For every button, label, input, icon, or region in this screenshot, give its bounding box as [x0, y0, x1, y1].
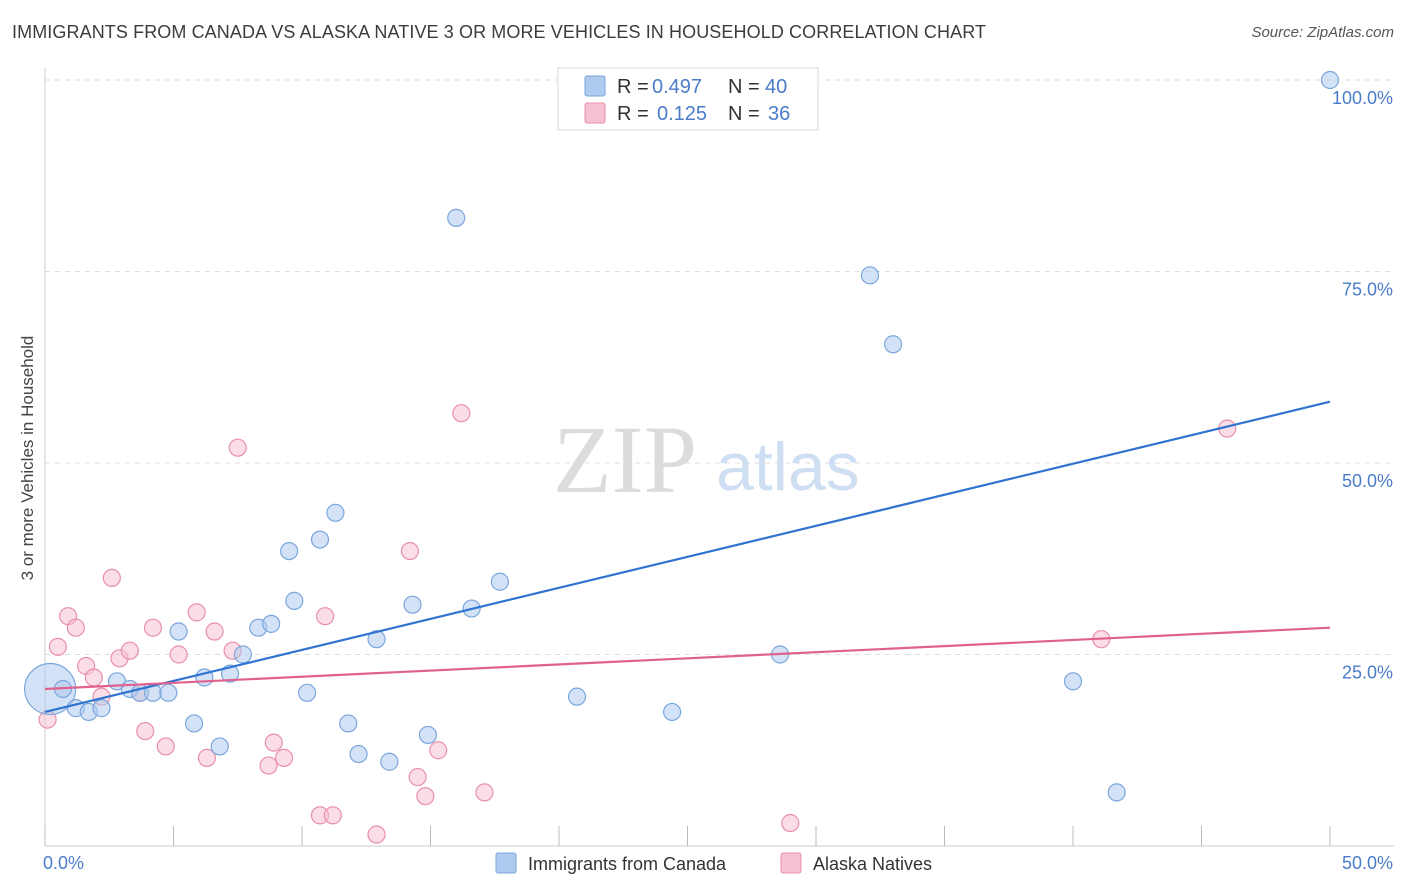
- canada-point: [662, 702, 682, 722]
- canada-point: [349, 744, 368, 764]
- alaska-point: [367, 825, 386, 844]
- canada-point: [418, 725, 438, 745]
- alaska-point: [316, 607, 335, 626]
- y-tick-label: 50.0%: [1342, 471, 1393, 491]
- alaska-point: [136, 721, 155, 741]
- stats-legend: R = 0.497 N = 40 R = 0.125 N = 36: [557, 67, 819, 131]
- alaska-point: [169, 645, 188, 664]
- canada-point: [1107, 783, 1126, 802]
- alaska-point: [323, 806, 342, 825]
- trend-lines: [44, 400, 1331, 714]
- alaska-point: [429, 741, 448, 760]
- legend-n-label: N =: [728, 76, 760, 98]
- legend-n-label: N =: [728, 103, 760, 125]
- alaska-point: [416, 787, 435, 806]
- legend-swatch-canada: [495, 852, 517, 874]
- watermark-atlas: atlas: [716, 429, 860, 505]
- y-axis-label: 3 or more Vehicles in Household: [18, 336, 37, 581]
- legend-label-canada: Immigrants from Canada: [528, 854, 727, 874]
- legend-n-value: 36: [768, 103, 790, 125]
- alaska-point: [475, 783, 494, 802]
- alaska-point: [259, 756, 278, 775]
- legend-swatch-blue: [584, 75, 606, 97]
- source-credit: Source: ZipAtlas.com: [1251, 24, 1394, 41]
- alaska-point: [197, 748, 217, 768]
- alaska-point: [408, 767, 427, 787]
- alaska-point: [66, 618, 85, 637]
- canada-point: [860, 266, 880, 285]
- watermark: ZIP atlas: [553, 406, 860, 513]
- canada-point: [883, 335, 903, 354]
- alaska-trend-line: [44, 626, 1331, 691]
- x-tick-label: 0.0%: [43, 853, 84, 873]
- alaska-point: [452, 404, 471, 423]
- canada-point: [339, 714, 358, 733]
- x-tick-label: 50.0%: [1342, 853, 1393, 873]
- canada-point: [326, 503, 345, 522]
- canada-trend-line: [44, 400, 1331, 714]
- legend-label-alaska: Alaska Natives: [813, 854, 932, 874]
- canada-point: [210, 737, 229, 756]
- canada-point: [380, 752, 399, 771]
- alaska-point: [143, 618, 163, 637]
- y-tick-labels: 25.0% 50.0% 75.0% 100.0%: [1332, 88, 1393, 683]
- alaska-point: [400, 541, 420, 561]
- canada-point: [159, 683, 178, 702]
- canada-point: [1320, 70, 1340, 90]
- canada-point: [367, 630, 386, 649]
- data-points: [24, 70, 1340, 844]
- canada-point: [233, 645, 252, 664]
- alaska-point: [48, 637, 67, 656]
- alaska-point: [156, 737, 175, 756]
- watermark-zip: ZIP: [553, 406, 697, 513]
- alaska-point: [120, 641, 139, 660]
- legend-n-value: 40: [765, 76, 787, 98]
- legend-r-label: R =: [617, 103, 649, 125]
- canada-point: [262, 614, 281, 633]
- canada-point: [92, 699, 111, 718]
- canada-point: [567, 687, 587, 706]
- alaska-point: [102, 568, 121, 588]
- legend-r-value: 0.497: [652, 76, 702, 98]
- canada-point: [447, 208, 466, 227]
- alaska-point: [264, 733, 283, 752]
- gridlines: [45, 79, 1394, 655]
- alaska-point: [187, 603, 206, 622]
- x-tick-labels: 0.0% 50.0%: [43, 853, 1393, 873]
- alaska-point: [84, 668, 103, 687]
- canada-point: [310, 530, 330, 549]
- legend-swatch-alaska: [780, 852, 802, 874]
- series-legend: Immigrants from Canada Alaska Natives: [495, 852, 932, 874]
- alaska-point: [228, 438, 247, 457]
- y-tick-label: 100.0%: [1332, 88, 1393, 108]
- canada-point: [1063, 672, 1083, 691]
- canada-point: [184, 714, 204, 733]
- canada-point: [490, 572, 509, 591]
- axes: [44, 68, 1394, 847]
- legend-swatch-pink: [584, 102, 606, 124]
- alaska-point: [205, 622, 224, 641]
- chart-title: IMMIGRANTS FROM CANADA VS ALASKA NATIVE …: [12, 22, 987, 42]
- canada-point: [280, 541, 299, 561]
- canada-point: [169, 622, 188, 641]
- legend-r-label: R =: [617, 76, 649, 98]
- canada-point: [298, 683, 317, 702]
- alaska-point: [274, 748, 294, 768]
- canada-point: [285, 591, 304, 610]
- canada-point: [403, 595, 422, 614]
- y-tick-label: 75.0%: [1342, 280, 1393, 300]
- legend-r-value: 0.125: [657, 103, 707, 125]
- alaska-point: [781, 813, 800, 833]
- y-tick-label: 25.0%: [1342, 663, 1393, 683]
